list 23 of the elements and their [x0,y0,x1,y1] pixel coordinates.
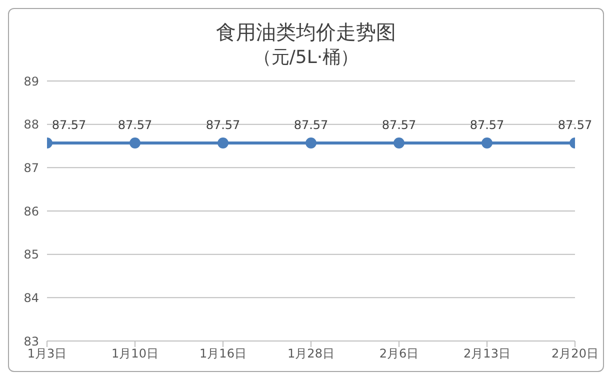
y-tick-label: 83 [24,334,39,348]
x-tick-label: 1月3日 [27,346,67,361]
x-tick-label: 1月16日 [200,346,246,361]
data-label: 87.57 [470,118,504,132]
y-tick-label: 89 [24,74,39,88]
x-tick-label: 2月13日 [464,346,510,361]
y-tick-label: 85 [24,248,39,262]
data-label: 87.57 [382,118,416,132]
data-label: 87.57 [52,118,86,132]
y-tick-label: 87 [24,160,39,175]
data-label: 87.57 [118,118,152,132]
chart-subtitle: （元/5L·桶） [252,46,360,70]
x-tick-label: 1月10日 [112,346,158,361]
y-tick-label: 88 [24,118,39,132]
data-label: 87.57 [558,118,592,132]
chart-title: 食用油类均价走势图 [215,19,397,45]
data-label: 87.57 [294,118,328,132]
data-label: 87.57 [206,118,240,132]
x-tick-label: 2月20日 [552,346,598,361]
x-tick-label: 1月28日 [288,346,334,361]
y-tick-label: 86 [24,204,39,218]
x-tick-label: 2月6日 [379,346,419,361]
y-tick-label: 84 [24,290,39,305]
